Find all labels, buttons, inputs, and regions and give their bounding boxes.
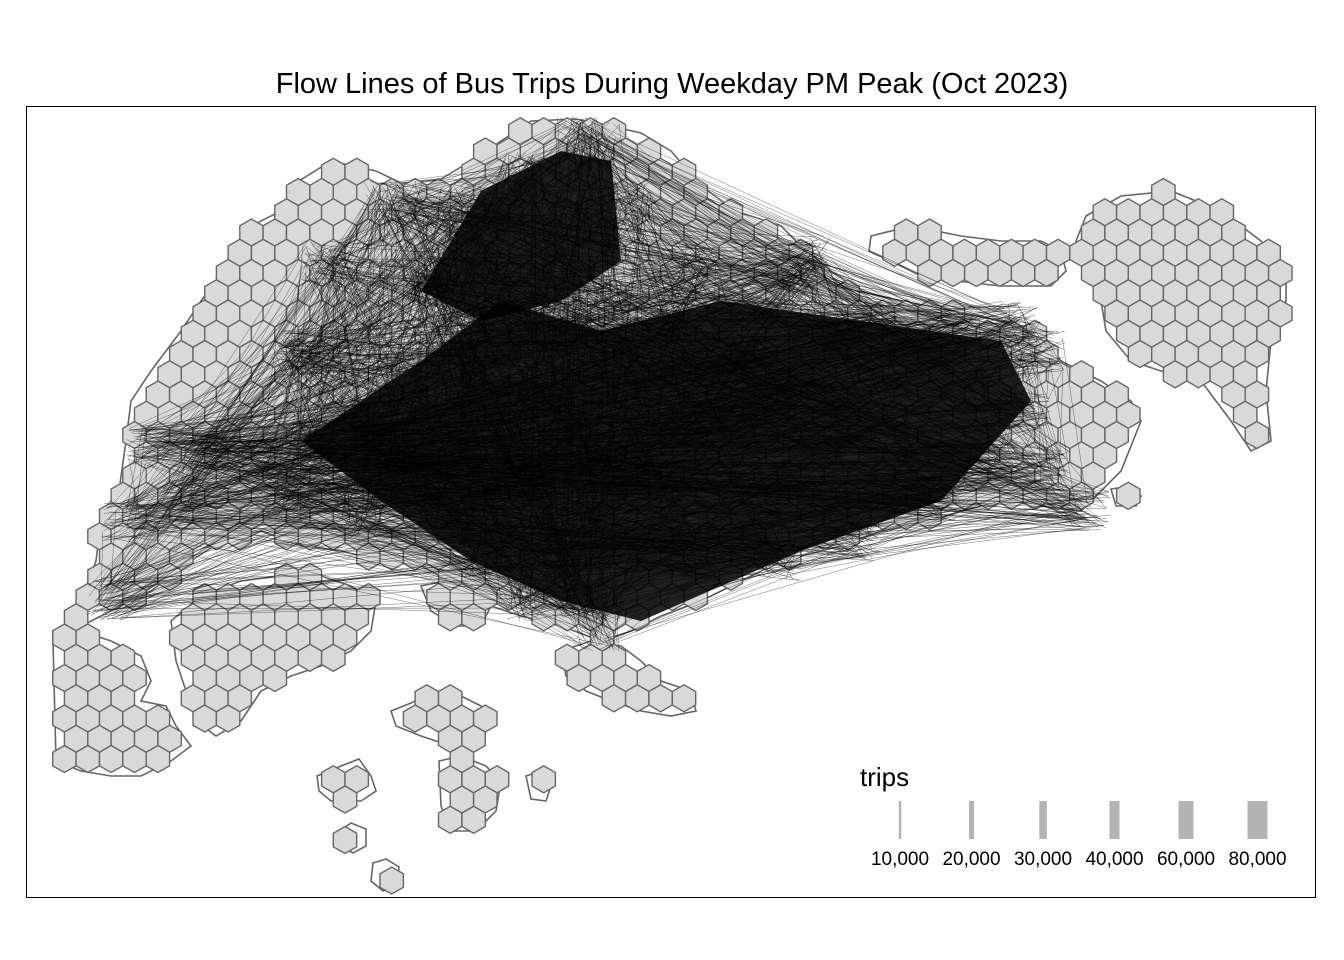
hexagon-cell: [566, 663, 592, 693]
hexagon-cell: [601, 683, 627, 713]
legend-line-symbol: [969, 801, 974, 839]
hexagon-cell: [1244, 420, 1270, 450]
hexagon-cell: [75, 744, 101, 774]
hexagon-cell: [402, 704, 428, 733]
hexagon-cell: [917, 258, 942, 288]
hexagon-cell: [297, 643, 323, 673]
flow-density-core: [421, 151, 621, 321]
hexagon-cell: [1010, 258, 1036, 288]
map-title: Flow Lines of Bus Trips During Weekday P…: [275, 68, 1069, 100]
hexagon-cell: [437, 602, 463, 632]
legend-line-symbol: [1039, 801, 1047, 839]
hexagon-cell: [320, 643, 346, 673]
legend-label: 80,000: [1228, 849, 1286, 870]
hexagon-cell: [262, 663, 288, 693]
hexagon-cell: [52, 744, 77, 774]
hexagon-cell: [461, 805, 486, 835]
legend-label: 20,000: [942, 849, 1000, 870]
hexagon-cell: [624, 683, 650, 713]
hexagon-cell: [1186, 359, 1211, 389]
hexagon-cell: [332, 785, 358, 814]
hexagon-cell: [671, 683, 697, 713]
hexagon-cell: [1115, 481, 1141, 511]
legend-line-symbol: [1247, 801, 1268, 839]
hexagon-cell: [648, 683, 673, 713]
hexagon-cell: [145, 744, 171, 774]
legend-line-symbol: [898, 801, 902, 839]
legend-line-symbol: [1178, 801, 1194, 839]
hexagon-cell: [940, 258, 966, 288]
hexagon-cell: [122, 744, 147, 774]
legend-line-symbol: [1109, 801, 1120, 839]
hexagon-cell: [1127, 339, 1153, 369]
hexagon-cell: [379, 866, 405, 895]
legend: 10,000 20,000 30,000 40,000 60,000 80,000 tri…: [858, 760, 1308, 880]
legend-title: trips: [860, 762, 910, 792]
hexagon-cell: [987, 258, 1013, 288]
map-canvas: [52, 116, 1293, 895]
hexagon-cell: [461, 602, 486, 632]
map-frame: [26, 106, 1316, 898]
hexagon-cell: [98, 744, 124, 774]
legend-label: 40,000: [1085, 849, 1143, 870]
flow-lines: [86, 116, 1111, 652]
hexagon-cell: [1034, 258, 1059, 288]
hexagon-cell: [332, 825, 358, 855]
hexagon-cell: [882, 238, 907, 268]
hexagon-cell: [215, 704, 241, 733]
flow-density-core: [301, 301, 1031, 621]
legend-label: 30,000: [1014, 849, 1072, 870]
hexagon-cell: [531, 764, 557, 794]
legend-label: 10,000: [871, 849, 929, 870]
hexagon-cell: [1162, 359, 1188, 389]
hexagon-cell: [437, 805, 463, 835]
hexagon-cell: [192, 704, 218, 733]
legend-label: 60,000: [1157, 849, 1215, 870]
hexagon-cell: [963, 258, 989, 288]
